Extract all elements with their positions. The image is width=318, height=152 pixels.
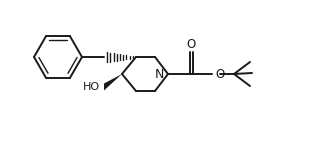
Polygon shape	[104, 74, 122, 90]
Text: HO: HO	[83, 82, 100, 92]
Text: O: O	[186, 38, 196, 50]
Text: O: O	[215, 67, 224, 81]
Text: N: N	[155, 67, 164, 81]
